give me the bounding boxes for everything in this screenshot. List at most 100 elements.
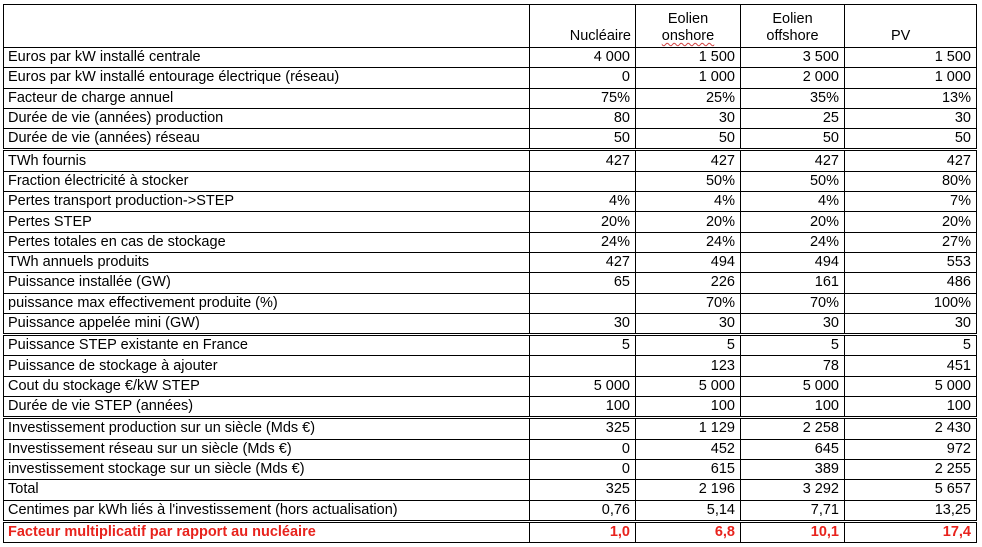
cell-nucleaire: 0 xyxy=(529,67,636,89)
cell-pv: 5 657 xyxy=(844,479,977,501)
cell-eolien-offshore: 7,71 xyxy=(740,499,845,523)
row-label: Durée de vie STEP (années) xyxy=(3,396,530,420)
cell-eolien-onshore: 452 xyxy=(635,438,741,460)
row-label: Centimes par kWh liés à l'investissement… xyxy=(3,499,530,523)
table-row: investissement stockage sur un siècle (M… xyxy=(3,458,977,481)
cell-pv: 1 000 xyxy=(844,67,977,89)
cell-eolien-onshore: 25% xyxy=(635,87,741,109)
cell-eolien-offshore: 3 292 xyxy=(740,479,845,501)
cell-pv: 5 xyxy=(844,334,977,357)
row-label: puissance max effectivement produite (%) xyxy=(3,292,530,314)
header-eolien-offshore: Eolien offshore xyxy=(740,4,845,48)
cell-eolien-onshore: 1 000 xyxy=(635,67,741,89)
cell-eolien-offshore: 50% xyxy=(740,170,845,193)
table-row: Centimes par kWh liés à l'investissement… xyxy=(3,499,977,523)
cell-eolien-onshore: 1 500 xyxy=(635,46,741,69)
cell-eolien-onshore: 6,8 xyxy=(635,520,741,544)
row-label: investissement stockage sur un siècle (M… xyxy=(3,458,530,481)
cell-pv: 30 xyxy=(844,312,977,337)
cell-eolien-offshore: 50 xyxy=(740,128,845,152)
cell-pv: 972 xyxy=(844,438,977,460)
cell-pv: 5 000 xyxy=(844,375,977,398)
cell-pv: 451 xyxy=(844,355,977,377)
cell-pv: 427 xyxy=(844,149,977,172)
row-label: Durée de vie (années) réseau xyxy=(3,128,530,152)
cell-pv: 2 430 xyxy=(844,417,977,440)
cell-nucleaire: 325 xyxy=(529,417,636,440)
cell-nucleaire: 75% xyxy=(529,87,636,109)
table-row-multiplier-highlight: Facteur multiplicatif par rapport au nuc… xyxy=(3,520,977,544)
row-label: Durée de vie (années) production xyxy=(3,107,530,130)
cell-eolien-onshore: 50% xyxy=(635,170,741,193)
cell-eolien-offshore: 25 xyxy=(740,107,845,130)
cell-nucleaire: 0,76 xyxy=(529,499,636,523)
row-label: Pertes transport production->STEP xyxy=(3,191,530,213)
cell-eolien-onshore: 2 196 xyxy=(635,479,741,501)
table-row: Investissement production sur un siècle … xyxy=(3,417,977,440)
row-label: Euros par kW installé centrale xyxy=(3,46,530,69)
cell-nucleaire xyxy=(529,170,636,193)
cell-pv: 2 255 xyxy=(844,458,977,481)
row-label: Investissement production sur un siècle … xyxy=(3,417,530,440)
cell-eolien-onshore: 30 xyxy=(635,312,741,337)
cell-eolien-offshore: 2 000 xyxy=(740,67,845,89)
cell-eolien-onshore: 615 xyxy=(635,458,741,481)
cell-pv: 553 xyxy=(844,251,977,274)
row-label: TWh fournis xyxy=(3,149,530,172)
table-row: Investissement réseau sur un siècle (Mds… xyxy=(3,438,977,460)
table-row: Pertes STEP 20% 20% 20% 20% xyxy=(3,211,977,233)
cell-eolien-onshore: 427 xyxy=(635,149,741,172)
cell-eolien-onshore: 50 xyxy=(635,128,741,152)
cell-pv: 20% xyxy=(844,211,977,233)
cell-eolien-offshore: 78 xyxy=(740,355,845,377)
cell-eolien-offshore: 20% xyxy=(740,211,845,233)
table-row: TWh annuels produits 427 494 494 553 xyxy=(3,251,977,274)
table-row: Euros par kW installé entourage électriq… xyxy=(3,67,977,89)
cell-nucleaire: 5 000 xyxy=(529,375,636,398)
table-row: Fraction électricité à stocker 50% 50% 8… xyxy=(3,170,977,193)
cell-eolien-offshore: 5 000 xyxy=(740,375,845,398)
table-row: Durée de vie (années) production 80 30 2… xyxy=(3,107,977,130)
cell-nucleaire: 30 xyxy=(529,312,636,337)
row-label: Facteur de charge annuel xyxy=(3,87,530,109)
cell-pv: 17,4 xyxy=(844,520,977,544)
cell-eolien-offshore: 5 xyxy=(740,334,845,357)
row-label: TWh annuels produits xyxy=(3,251,530,274)
header-corner-cell xyxy=(3,4,530,48)
cell-pv: 13,25 xyxy=(844,499,977,523)
cell-pv: 30 xyxy=(844,107,977,130)
cell-pv: 27% xyxy=(844,231,977,253)
row-label: Investissement réseau sur un siècle (Mds… xyxy=(3,438,530,460)
cell-eolien-offshore: 100 xyxy=(740,396,845,420)
header-nucleaire: Nucléaire xyxy=(529,4,636,48)
cell-nucleaire: 5 xyxy=(529,334,636,357)
table-row: Pertes transport production->STEP 4% 4% … xyxy=(3,191,977,213)
cell-nucleaire: 427 xyxy=(529,251,636,274)
cell-nucleaire: 427 xyxy=(529,149,636,172)
cost-comparison-table: Nucléaire Eolien onshore Eolien offshore P… xyxy=(3,4,977,544)
cell-eolien-onshore: 5,14 xyxy=(635,499,741,523)
spellcheck-underlined-word: onshore xyxy=(661,28,715,44)
cell-eolien-offshore: 30 xyxy=(740,312,845,337)
table-row: Cout du stockage €/kW STEP 5 000 5 000 5… xyxy=(3,375,977,398)
cell-pv: 7% xyxy=(844,191,977,213)
row-label: Facteur multiplicatif par rapport au nuc… xyxy=(3,520,530,544)
table-row: puissance max effectivement produite (%)… xyxy=(3,292,977,314)
cell-eolien-onshore: 30 xyxy=(635,107,741,130)
cell-eolien-onshore: 494 xyxy=(635,251,741,274)
cell-pv: 50 xyxy=(844,128,977,152)
row-label: Puissance STEP existante en France xyxy=(3,334,530,357)
cell-eolien-onshore: 20% xyxy=(635,211,741,233)
table-row: Durée de vie STEP (années) 100 100 100 1… xyxy=(3,396,977,420)
header-pv: PV xyxy=(844,4,977,48)
table-row: Euros par kW installé centrale 4 000 1 5… xyxy=(3,46,977,69)
row-label: Puissance appelée mini (GW) xyxy=(3,312,530,337)
header-row: Nucléaire Eolien onshore Eolien offshore P… xyxy=(3,4,977,48)
cell-pv: 80% xyxy=(844,170,977,193)
cell-eolien-offshore: 389 xyxy=(740,458,845,481)
cell-nucleaire: 0 xyxy=(529,438,636,460)
cell-pv: 486 xyxy=(844,272,977,294)
cell-nucleaire: 4 000 xyxy=(529,46,636,69)
cell-nucleaire: 80 xyxy=(529,107,636,130)
cell-pv: 13% xyxy=(844,87,977,109)
